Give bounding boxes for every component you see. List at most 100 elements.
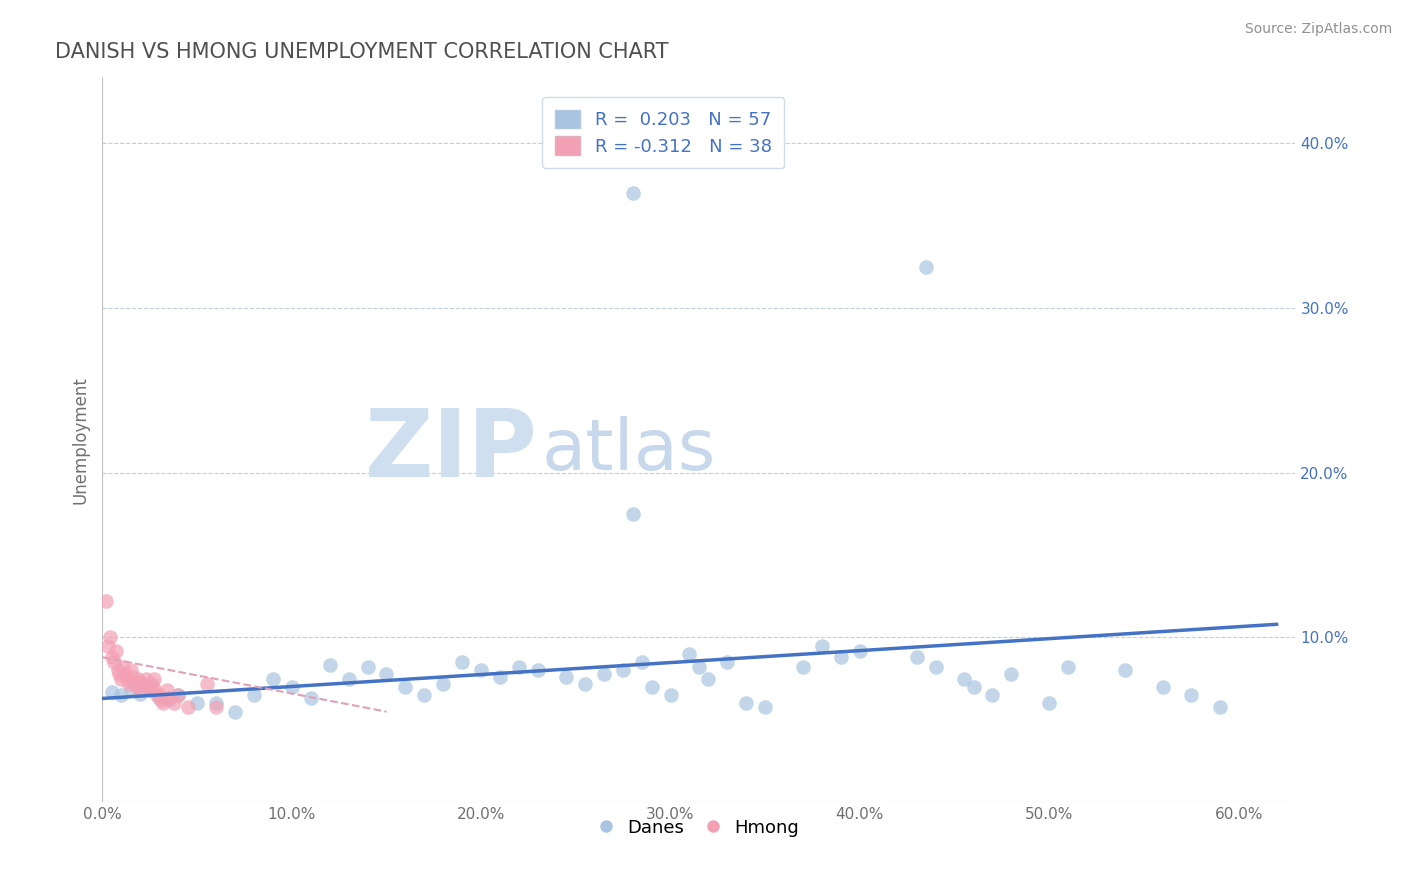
- Point: [1000, 666, 1022, 681]
- Point: [136, 680, 159, 694]
- Point: [101, 685, 124, 699]
- Point: [104, 643, 127, 657]
- Point: [621, 507, 644, 521]
- Point: [121, 670, 143, 684]
- Point: [735, 697, 758, 711]
- Point: [112, 660, 135, 674]
- Point: [108, 666, 131, 681]
- Point: [754, 699, 776, 714]
- Point: [1057, 660, 1080, 674]
- Point: [318, 658, 340, 673]
- Point: [114, 666, 136, 681]
- Text: Source: ZipAtlas.com: Source: ZipAtlas.com: [1244, 22, 1392, 37]
- Point: [337, 672, 360, 686]
- Point: [152, 697, 174, 711]
- Point: [631, 655, 654, 669]
- Point: [129, 686, 152, 700]
- Point: [150, 693, 173, 707]
- Point: [508, 660, 530, 674]
- Point: [640, 680, 662, 694]
- Point: [953, 672, 976, 686]
- Point: [129, 675, 152, 690]
- Point: [167, 688, 190, 702]
- Point: [115, 672, 138, 686]
- Point: [110, 688, 132, 702]
- Point: [139, 680, 162, 694]
- Point: [205, 697, 228, 711]
- Point: [905, 650, 928, 665]
- Point: [375, 666, 398, 681]
- Point: [470, 664, 492, 678]
- Point: [186, 697, 208, 711]
- Point: [489, 670, 512, 684]
- Text: ZIP: ZIP: [366, 405, 538, 497]
- Point: [135, 672, 157, 686]
- Point: [176, 699, 198, 714]
- Point: [830, 650, 852, 665]
- Point: [110, 672, 132, 686]
- Point: [156, 683, 179, 698]
- Point: [621, 186, 644, 200]
- Point: [195, 676, 218, 690]
- Point: [962, 680, 984, 694]
- Point: [125, 680, 148, 694]
- Point: [262, 672, 284, 686]
- Point: [924, 660, 946, 674]
- Point: [688, 660, 710, 674]
- Legend: Danes, Hmong: Danes, Hmong: [591, 812, 807, 844]
- Point: [97, 639, 120, 653]
- Point: [981, 688, 1004, 702]
- Point: [142, 672, 165, 686]
- Point: [394, 680, 416, 694]
- Point: [148, 691, 170, 706]
- Point: [574, 676, 596, 690]
- Text: DANISH VS HMONG UNEMPLOYMENT CORRELATION CHART: DANISH VS HMONG UNEMPLOYMENT CORRELATION…: [55, 42, 668, 62]
- Point: [124, 676, 146, 690]
- Point: [281, 680, 304, 694]
- Point: [659, 688, 682, 702]
- Point: [107, 664, 129, 678]
- Point: [792, 660, 814, 674]
- Point: [167, 688, 190, 702]
- Point: [145, 683, 167, 698]
- Point: [141, 676, 163, 690]
- Point: [716, 655, 738, 669]
- Point: [1114, 664, 1136, 678]
- Point: [1209, 699, 1232, 714]
- Point: [101, 650, 124, 665]
- Point: [1038, 697, 1060, 711]
- Point: [243, 688, 266, 702]
- Point: [697, 672, 720, 686]
- Point: [205, 699, 228, 714]
- Point: [148, 688, 170, 702]
- Point: [299, 691, 322, 706]
- Point: [915, 260, 938, 274]
- Point: [131, 683, 153, 698]
- Point: [157, 693, 180, 707]
- Point: [146, 688, 169, 702]
- Point: [1180, 688, 1202, 702]
- Point: [118, 676, 141, 690]
- Point: [103, 655, 125, 669]
- Point: [120, 664, 142, 678]
- Point: [163, 697, 186, 711]
- Point: [413, 688, 436, 702]
- Point: [139, 683, 162, 698]
- Point: [120, 683, 142, 698]
- Point: [132, 676, 155, 690]
- Point: [96, 594, 118, 608]
- Point: [356, 660, 378, 674]
- Point: [98, 631, 121, 645]
- Point: [451, 655, 474, 669]
- Point: [555, 670, 578, 684]
- Point: [811, 639, 834, 653]
- Point: [849, 643, 872, 657]
- Point: [157, 691, 180, 706]
- Text: atlas: atlas: [541, 416, 716, 485]
- Point: [127, 672, 149, 686]
- Point: [432, 676, 454, 690]
- Point: [612, 664, 634, 678]
- Point: [1152, 680, 1174, 694]
- Point: [224, 705, 246, 719]
- Point: [593, 666, 616, 681]
